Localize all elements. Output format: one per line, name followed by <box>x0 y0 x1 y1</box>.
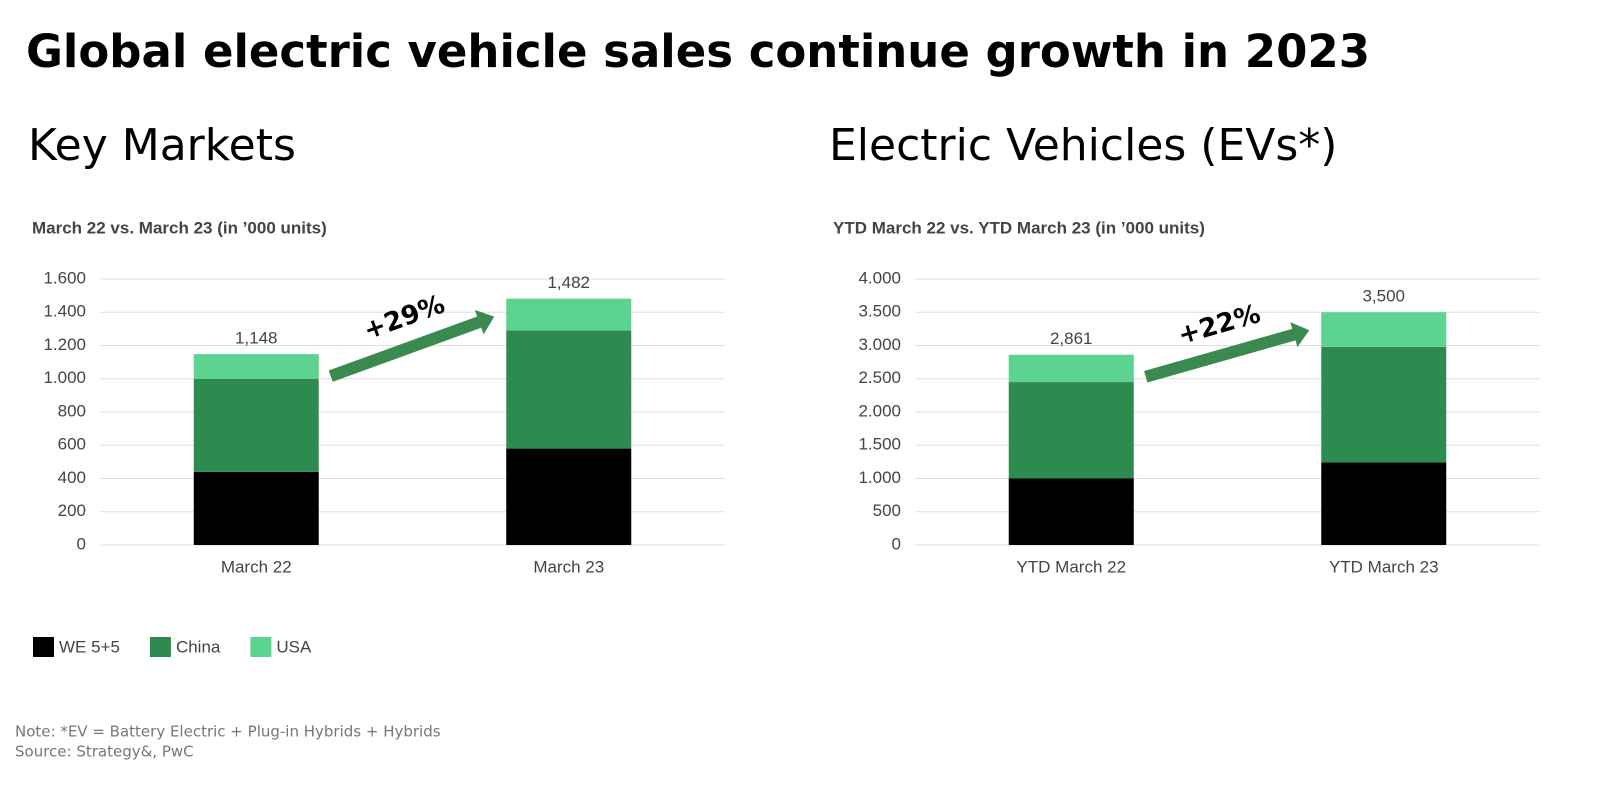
x-tick-label: March 23 <box>533 557 604 576</box>
y-tick-label: 1.000 <box>43 368 86 387</box>
bar-segment <box>1321 346 1447 463</box>
legend-swatch <box>250 637 272 657</box>
section-heading: Electric Vehicles (EVs*) <box>829 120 1337 171</box>
bar-segment <box>1321 312 1447 347</box>
y-tick-label: 1.600 <box>43 268 86 287</box>
bar-segment <box>1008 382 1134 479</box>
bar-segment <box>506 448 632 545</box>
section-heading: Key Markets <box>28 120 296 171</box>
growth-arrow <box>328 309 495 382</box>
bar-segment <box>193 354 319 379</box>
legend-label: China <box>176 637 221 656</box>
y-tick-label: 3.500 <box>858 302 901 321</box>
y-tick-label: 1.000 <box>858 468 901 487</box>
bar-segment <box>193 471 319 545</box>
bar-segment <box>1008 478 1134 545</box>
y-tick-label: 3.000 <box>858 335 901 354</box>
y-tick-label: 0 <box>892 534 901 553</box>
bar-segment <box>1321 462 1447 545</box>
note: Note: *EV = Battery Electric + Plug-in H… <box>15 723 441 741</box>
growth-arrow <box>1144 322 1310 383</box>
chart-title: YTD March 22 vs. YTD March 23 (in ’000 u… <box>833 218 1205 237</box>
total-label: 1,148 <box>235 329 278 348</box>
y-tick-label: 1.500 <box>858 435 901 454</box>
y-tick-label: 2.500 <box>858 368 901 387</box>
y-tick-label: 600 <box>58 435 86 454</box>
y-tick-label: 1.200 <box>43 335 86 354</box>
legend-swatch <box>33 637 54 657</box>
total-label: 2,861 <box>1050 329 1093 348</box>
x-tick-label: YTD March 23 <box>1329 557 1439 576</box>
slide-title: Global electric vehicle sales continue g… <box>26 25 1370 78</box>
y-tick-label: 800 <box>58 401 86 420</box>
y-tick-label: 400 <box>58 468 86 487</box>
bar-segment <box>1008 354 1134 383</box>
arrow-shape <box>328 309 495 382</box>
bar-segment <box>506 330 632 449</box>
total-label: 3,500 <box>1362 287 1405 306</box>
arrow-shape <box>1144 322 1310 383</box>
y-tick-label: 0 <box>77 534 86 553</box>
y-tick-label: 200 <box>58 501 86 520</box>
x-tick-label: YTD March 22 <box>1016 557 1126 576</box>
x-tick-label: March 22 <box>221 557 292 576</box>
legend-swatch <box>149 637 171 657</box>
bar-segment <box>193 378 319 472</box>
y-tick-label: 500 <box>873 501 901 520</box>
legend-label: USA <box>276 637 312 656</box>
source: Source: Strategy&, PwC <box>15 743 194 761</box>
bar-segment <box>506 298 632 331</box>
y-tick-label: 2.000 <box>858 401 901 420</box>
y-tick-label: 1.400 <box>43 302 86 321</box>
chart-title: March 22 vs. March 23 (in ’000 units) <box>32 218 327 237</box>
legend-label: WE 5+5 <box>59 637 120 656</box>
total-label: 1,482 <box>547 273 590 292</box>
y-tick-label: 4.000 <box>858 268 901 287</box>
